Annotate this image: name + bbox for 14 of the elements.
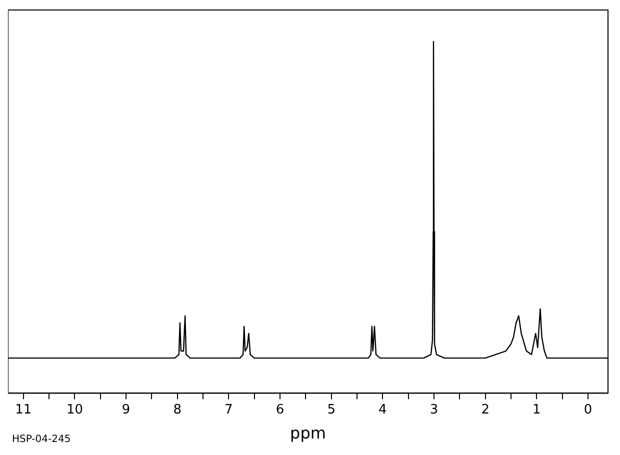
x-tick-label: 7: [224, 402, 233, 418]
x-tick-label: 11: [15, 402, 32, 418]
x-tick-label: 2: [481, 402, 490, 418]
x-tick-label: 1: [532, 402, 541, 418]
x-tick-label: 4: [378, 402, 387, 418]
x-tick-label: 3: [430, 402, 438, 418]
x-tick-label: 0: [584, 402, 592, 418]
x-tick-label: 9: [122, 402, 130, 418]
x-axis-title: ppm: [290, 424, 326, 443]
x-tick-label: 8: [173, 402, 182, 418]
x-tick-label: 5: [327, 402, 336, 418]
x-tick-label: 6: [276, 402, 284, 418]
text: HSP-04-245: [12, 434, 71, 445]
x-tick-label: 10: [66, 402, 83, 418]
